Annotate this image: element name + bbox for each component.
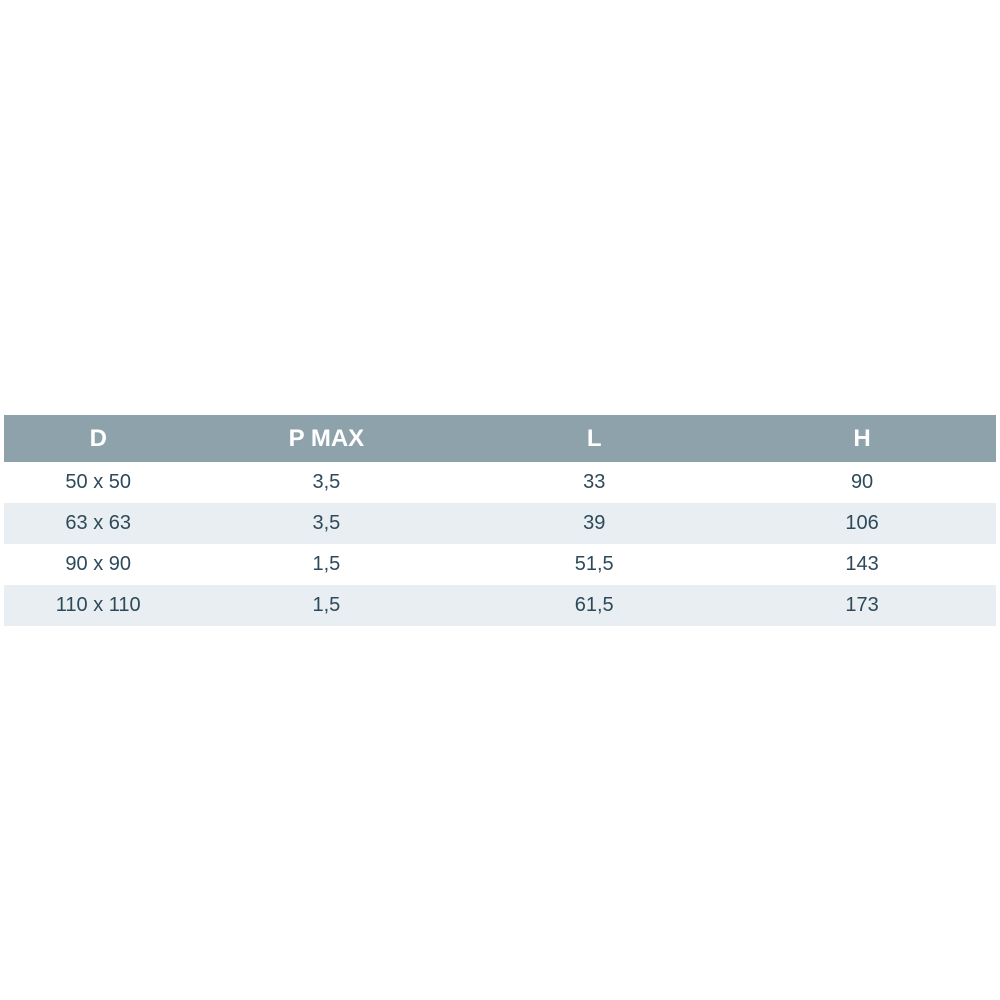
cell-h: 90: [728, 462, 996, 503]
table-body: 50 x 503,5339063 x 633,53910690 x 901,55…: [4, 462, 996, 626]
table-row: 63 x 633,539106: [4, 503, 996, 544]
table-row: 110 x 1101,561,5173: [4, 585, 996, 626]
col-header-h: H: [728, 415, 996, 462]
col-header-d: D: [4, 415, 192, 462]
col-header-l: L: [460, 415, 728, 462]
table-row: 50 x 503,53390: [4, 462, 996, 503]
spec-table: DP MAXLH 50 x 503,5339063 x 633,53910690…: [4, 415, 996, 626]
cell-d: 50 x 50: [4, 462, 192, 503]
spec-table-container: DP MAXLH 50 x 503,5339063 x 633,53910690…: [4, 415, 996, 626]
cell-pmax: 1,5: [192, 585, 460, 626]
cell-l: 39: [460, 503, 728, 544]
cell-h: 143: [728, 544, 996, 585]
cell-l: 33: [460, 462, 728, 503]
table-row: 90 x 901,551,5143: [4, 544, 996, 585]
cell-d: 90 x 90: [4, 544, 192, 585]
cell-h: 173: [728, 585, 996, 626]
cell-pmax: 3,5: [192, 462, 460, 503]
col-header-pmax: P MAX: [192, 415, 460, 462]
cell-l: 61,5: [460, 585, 728, 626]
cell-l: 51,5: [460, 544, 728, 585]
table-header-row: DP MAXLH: [4, 415, 996, 462]
cell-pmax: 1,5: [192, 544, 460, 585]
cell-pmax: 3,5: [192, 503, 460, 544]
cell-d: 63 x 63: [4, 503, 192, 544]
cell-d: 110 x 110: [4, 585, 192, 626]
cell-h: 106: [728, 503, 996, 544]
